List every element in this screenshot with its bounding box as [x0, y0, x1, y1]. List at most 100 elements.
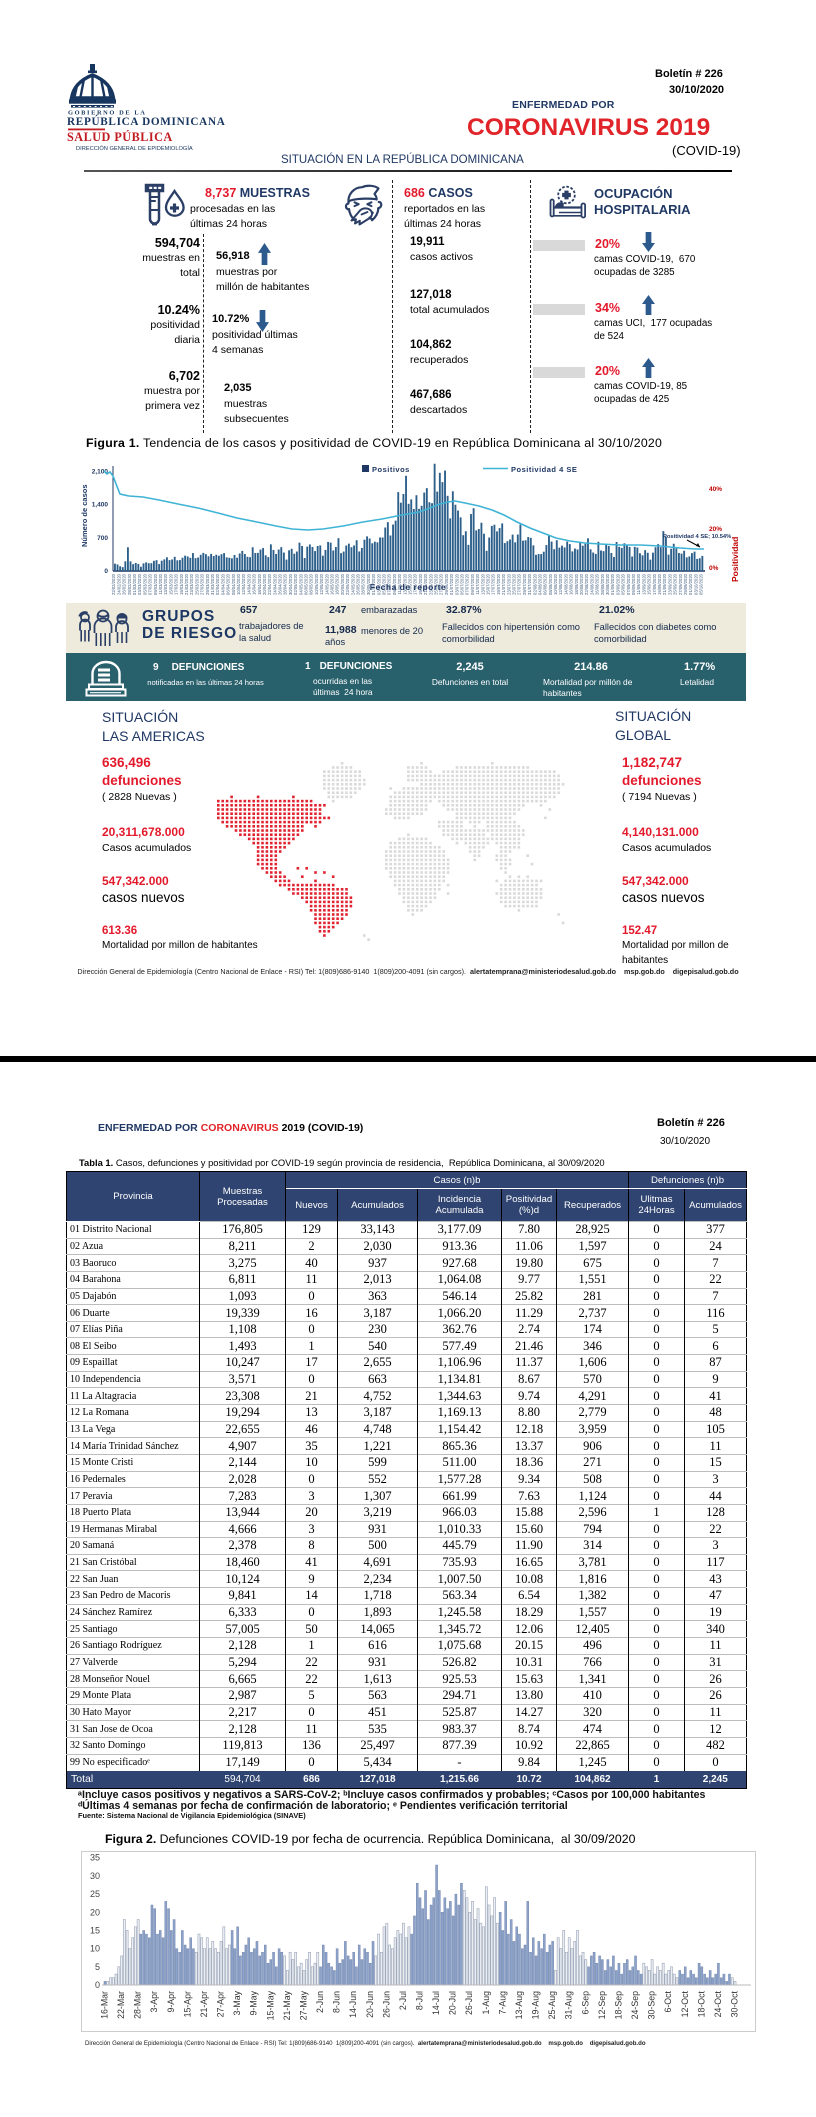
svg-text:27/07/2020: 27/07/2020	[517, 573, 522, 595]
svg-text:26/08/2020: 26/08/2020	[595, 573, 600, 595]
svg-text:21/07/2020: 21/07/2020	[501, 573, 506, 595]
svg-text:13/03/2020: 13/03/2020	[163, 573, 168, 595]
svg-text:05/07/2020: 05/07/2020	[460, 573, 465, 595]
svg-text:29/03/2020: 29/03/2020	[205, 573, 210, 595]
svg-text:11/03/2020: 11/03/2020	[158, 573, 163, 594]
svg-text:05/03/2020: 05/03/2020	[142, 573, 147, 595]
svg-text:02/04/2020: 02/04/2020	[215, 573, 220, 595]
svg-text:23/03/2020: 23/03/2020	[189, 573, 194, 595]
svg-text:27-May: 27-May	[298, 1990, 308, 2020]
svg-text:11/07/2020: 11/07/2020	[475, 573, 480, 594]
svg-text:28/05/2020: 28/05/2020	[361, 573, 366, 595]
svg-text:28-Mar: 28-Mar	[133, 1991, 143, 2019]
svg-text:14/04/2020: 14/04/2020	[246, 573, 251, 595]
svg-text:23/07/2020: 23/07/2020	[506, 573, 511, 595]
svg-text:27/06/2020: 27/06/2020	[439, 573, 444, 595]
svg-text:01/10/2020: 01/10/2020	[688, 573, 693, 595]
svg-text:Fecha de reporte: Fecha de reporte	[370, 582, 447, 592]
svg-text:40%: 40%	[709, 486, 722, 493]
svg-text:18-Oct: 18-Oct	[696, 1990, 706, 2017]
svg-text:31-Aug: 31-Aug	[564, 1991, 574, 2019]
svg-text:1-Aug: 1-Aug	[481, 1991, 491, 2015]
svg-text:30/05/2020: 30/05/2020	[366, 573, 371, 595]
svg-text:Positivos: Positivos	[372, 465, 410, 474]
svg-text:25/03/2020: 25/03/2020	[194, 573, 199, 595]
svg-text:19/09/2020: 19/09/2020	[657, 573, 662, 595]
svg-text:08/08/2020: 08/08/2020	[548, 573, 553, 595]
svg-text:25-Aug: 25-Aug	[547, 1991, 557, 2019]
svg-text:26/05/2020: 26/05/2020	[356, 573, 361, 595]
svg-text:8-Jul: 8-Jul	[415, 1991, 425, 2010]
svg-text:12-Oct: 12-Oct	[680, 1990, 690, 2017]
svg-text:27/09/2020: 27/09/2020	[678, 573, 683, 595]
svg-text:03/10/2020: 03/10/2020	[693, 573, 698, 595]
svg-text:05/10/2020: 05/10/2020	[699, 573, 704, 595]
svg-text:09/09/2020: 09/09/2020	[631, 573, 636, 595]
svg-text:03/07/2020: 03/07/2020	[454, 573, 459, 595]
svg-text:16-Mar: 16-Mar	[100, 1991, 110, 2019]
svg-text:15/09/2020: 15/09/2020	[647, 573, 652, 595]
svg-text:26/04/2020: 26/04/2020	[278, 573, 283, 595]
svg-text:14-Jun: 14-Jun	[348, 1991, 358, 2018]
svg-text:25/06/2020: 25/06/2020	[434, 573, 439, 595]
svg-text:15-May: 15-May	[265, 1990, 275, 2020]
svg-text:19/06/2020: 19/06/2020	[418, 573, 423, 595]
svg-text:20/08/2020: 20/08/2020	[579, 573, 584, 595]
svg-text:23/09/2020: 23/09/2020	[667, 573, 672, 595]
svg-text:20%: 20%	[709, 526, 722, 533]
svg-text:20-Jun: 20-Jun	[365, 1991, 375, 2018]
svg-text:02/08/2020: 02/08/2020	[532, 573, 537, 595]
svg-text:09/07/2020: 09/07/2020	[470, 573, 475, 595]
svg-text:6-Sep: 6-Sep	[580, 1991, 590, 2015]
svg-text:30/04/2020: 30/04/2020	[288, 573, 293, 595]
svg-text:03/09/2020: 03/09/2020	[615, 573, 620, 595]
svg-text:Positividad 4 SE: Positividad 4 SE	[511, 465, 577, 474]
svg-text:0: 0	[104, 568, 108, 575]
svg-text:24/04/2020: 24/04/2020	[272, 573, 277, 595]
svg-text:08/04/2020: 08/04/2020	[231, 573, 236, 595]
svg-text:28/02/2020: 28/02/2020	[127, 573, 132, 595]
svg-text:29/06/2020: 29/06/2020	[444, 573, 449, 595]
svg-text:18/04/2020: 18/04/2020	[257, 573, 262, 595]
svg-text:16/04/2020: 16/04/2020	[252, 573, 257, 595]
svg-text:19/07/2020: 19/07/2020	[496, 573, 501, 595]
svg-text:03/06/2020: 03/06/2020	[376, 573, 381, 595]
svg-text:31/07/2020: 31/07/2020	[527, 573, 532, 595]
svg-text:17/07/2020: 17/07/2020	[491, 573, 496, 595]
svg-text:13/07/2020: 13/07/2020	[480, 573, 485, 595]
svg-text:26-Jun: 26-Jun	[381, 1991, 391, 2018]
svg-text:17/09/2020: 17/09/2020	[652, 573, 657, 595]
svg-text:REPÚBLICA DOMINICANA: REPÚBLICA DOMINICANA	[67, 116, 226, 128]
svg-text:23/06/2020: 23/06/2020	[428, 573, 433, 595]
svg-text:2-Jul: 2-Jul	[398, 1991, 408, 2010]
svg-text:10/04/2020: 10/04/2020	[236, 573, 241, 595]
svg-text:27/03/2020: 27/03/2020	[200, 573, 205, 595]
svg-text:15: 15	[90, 1925, 100, 1935]
svg-text:15/06/2020: 15/06/2020	[408, 573, 413, 595]
svg-text:06/08/2020: 06/08/2020	[543, 573, 548, 595]
svg-text:GOBIERNO DE LA: GOBIERNO DE LA	[68, 110, 147, 117]
svg-text:04/05/2020: 04/05/2020	[298, 573, 303, 595]
svg-text:05/09/2020: 05/09/2020	[621, 573, 626, 595]
svg-text:12/05/2020: 12/05/2020	[319, 573, 324, 595]
svg-text:28/08/2020: 28/08/2020	[600, 573, 605, 595]
svg-text:20: 20	[90, 1907, 100, 1917]
svg-text:03/03/2020: 03/03/2020	[137, 573, 142, 595]
svg-text:21/06/2020: 21/06/2020	[423, 573, 428, 595]
svg-text:01/07/2020: 01/07/2020	[449, 573, 454, 595]
svg-text:09/06/2020: 09/06/2020	[392, 573, 397, 595]
svg-text:21-Apr: 21-Apr	[199, 1991, 209, 2017]
svg-text:30-Oct: 30-Oct	[730, 1990, 740, 2017]
svg-text:16/05/2020: 16/05/2020	[330, 573, 335, 595]
svg-text:17/03/2020: 17/03/2020	[174, 573, 179, 595]
svg-text:35: 35	[90, 1853, 100, 1863]
svg-text:02/05/2020: 02/05/2020	[293, 573, 298, 595]
svg-text:18/05/2020: 18/05/2020	[335, 573, 340, 595]
svg-text:10: 10	[90, 1944, 100, 1954]
svg-text:07/06/2020: 07/06/2020	[387, 573, 392, 595]
svg-text:12-Sep: 12-Sep	[597, 1991, 607, 2019]
svg-text:24/05/2020: 24/05/2020	[350, 573, 355, 595]
svg-text:17/06/2020: 17/06/2020	[413, 573, 418, 595]
svg-text:29/09/2020: 29/09/2020	[683, 573, 688, 595]
svg-text:18/08/2020: 18/08/2020	[574, 573, 579, 595]
